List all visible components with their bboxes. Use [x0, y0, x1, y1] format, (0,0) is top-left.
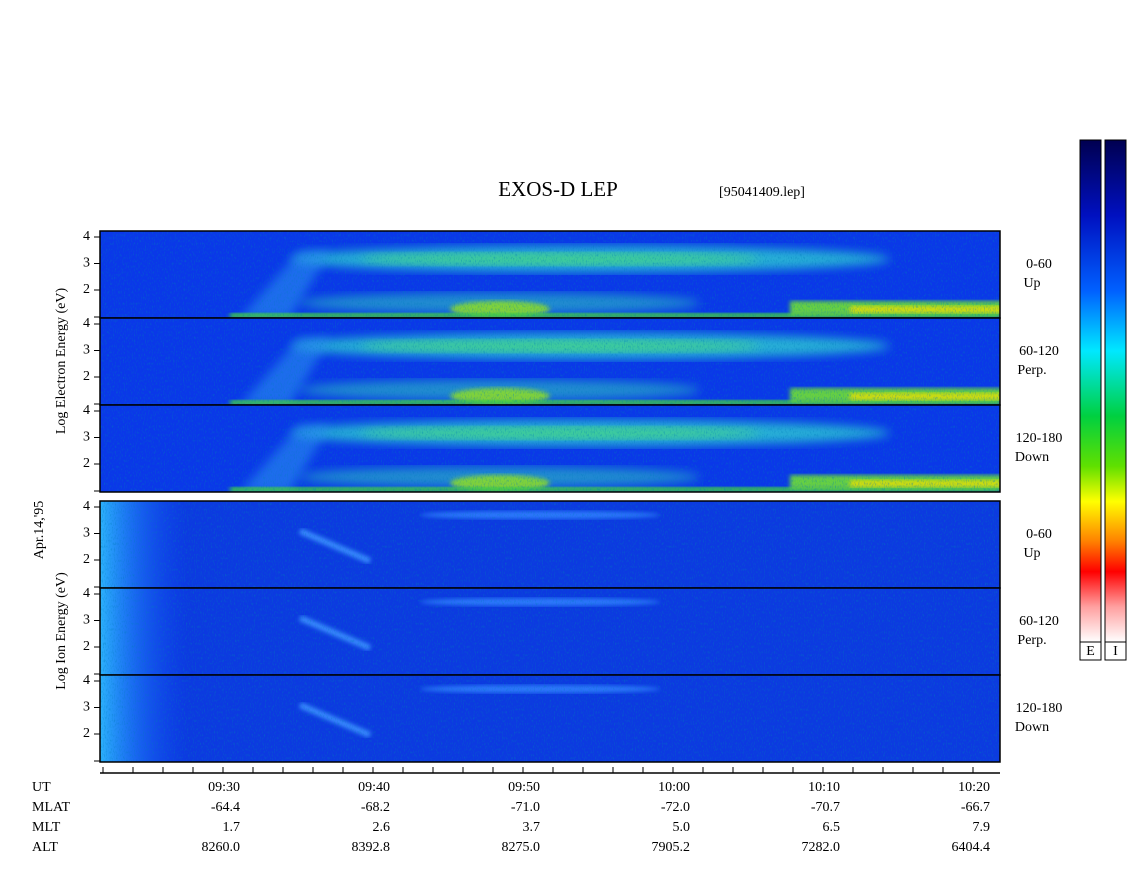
color-bar — [1079, 139, 1102, 643]
spectrogram — [100, 588, 1000, 675]
y-tick-label: 4 — [83, 673, 90, 688]
y-tick-label: 4 — [83, 229, 90, 244]
noise — [100, 318, 1000, 405]
row-value: -66.7 — [961, 800, 990, 815]
frame — [99, 674, 1001, 763]
color-bar-label: I — [1113, 644, 1118, 659]
spectrogram — [100, 318, 1000, 405]
noise — [100, 501, 1000, 588]
row-value: 09:40 — [358, 780, 390, 795]
y-tick-label: 2 — [83, 282, 90, 297]
row-name: ALT — [32, 840, 58, 855]
panel-angle: 60-120 — [1019, 614, 1059, 629]
panel-direction: Down — [1015, 720, 1049, 735]
row-value: -68.2 — [361, 800, 390, 815]
noise — [100, 588, 1000, 675]
row-value: 1.7 — [223, 820, 241, 835]
y-tick-label: 4 — [83, 316, 90, 331]
row-value: 10:20 — [958, 780, 990, 795]
y-axis-label: Log Electron Energy (eV) — [54, 288, 69, 435]
row-value: -71.0 — [511, 800, 540, 815]
row-value: 8260.0 — [202, 840, 241, 855]
y-tick-label: 2 — [83, 726, 90, 741]
panel-direction: Down — [1015, 450, 1049, 465]
color-bar-label-box — [1104, 641, 1127, 661]
spectrogram — [100, 675, 1000, 762]
y-tick-label: 2 — [83, 456, 90, 471]
date: Apr.14,'95 — [32, 501, 47, 560]
panel-direction: Perp. — [1017, 363, 1046, 378]
row-value: 8275.0 — [502, 840, 541, 855]
row-name: MLAT — [32, 800, 71, 815]
row-name: MLT — [32, 820, 61, 835]
panel-angle: 120-180 — [1016, 431, 1063, 446]
color-bar — [1104, 139, 1127, 643]
y-tick-label: 4 — [83, 403, 90, 418]
title: EXOS-D LEP — [498, 177, 618, 201]
row-value: -64.4 — [211, 800, 240, 815]
y-tick-label: 3 — [83, 256, 90, 271]
noise — [100, 405, 1000, 492]
row-value: 10:10 — [808, 780, 840, 795]
panel-angle: 0-60 — [1026, 527, 1052, 542]
file-name: [95041409.lep] — [719, 185, 805, 200]
y-tick-label: 2 — [83, 552, 90, 567]
row-value: 2.6 — [373, 820, 391, 835]
row-value: 5.0 — [673, 820, 691, 835]
noise — [100, 675, 1000, 762]
row-name: UT — [32, 780, 51, 795]
noise — [100, 231, 1000, 318]
row-value: -70.7 — [811, 800, 840, 815]
y-tick-label: 3 — [83, 700, 90, 715]
panel-direction: Up — [1023, 546, 1040, 561]
row-value: 09:30 — [208, 780, 240, 795]
row-value: 8392.8 — [352, 840, 391, 855]
panel-angle: 120-180 — [1016, 701, 1063, 716]
y-tick-label: 4 — [83, 499, 90, 514]
frame — [99, 404, 1001, 493]
panel-direction: Up — [1023, 276, 1040, 291]
row-value: 6.5 — [823, 820, 841, 835]
y-tick-label: 3 — [83, 613, 90, 628]
color-bar-label: E — [1086, 644, 1095, 659]
y-tick-label: 3 — [83, 526, 90, 541]
row-value: 6404.4 — [952, 840, 991, 855]
y-tick-label: 4 — [83, 586, 90, 601]
panel-angle: 0-60 — [1026, 257, 1052, 272]
y-tick-label: 2 — [83, 639, 90, 654]
panel-angle: 60-120 — [1019, 344, 1059, 359]
row-value: 7.9 — [973, 820, 991, 835]
row-value: 7282.0 — [802, 840, 841, 855]
row-value: 3.7 — [523, 820, 541, 835]
panel-direction: Perp. — [1017, 633, 1046, 648]
row-value: 09:50 — [508, 780, 540, 795]
spectrogram — [100, 501, 1000, 588]
row-value: 10:00 — [658, 780, 690, 795]
spectrogram — [100, 405, 1000, 492]
y-tick-label: 2 — [83, 369, 90, 384]
y-axis-label: Log Ion Energy (eV) — [54, 572, 69, 690]
spectrogram — [100, 231, 1000, 318]
y-tick-label: 3 — [83, 430, 90, 445]
row-value: 7905.2 — [652, 840, 691, 855]
row-value: -72.0 — [661, 800, 690, 815]
y-tick-label: 3 — [83, 343, 90, 358]
color-bar-label-box — [1079, 641, 1102, 661]
